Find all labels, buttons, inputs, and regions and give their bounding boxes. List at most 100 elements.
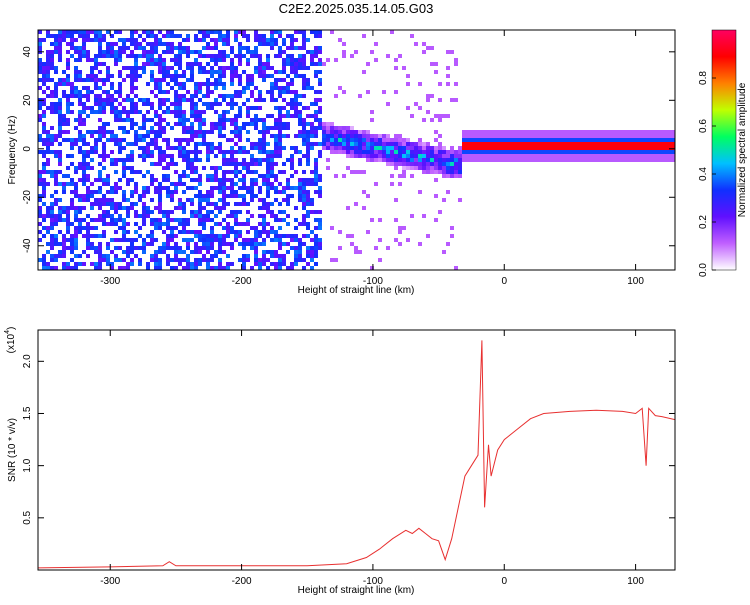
spectrogram-cell xyxy=(150,198,154,202)
spectrogram-cell xyxy=(238,130,242,134)
spectrogram-cell xyxy=(162,166,166,170)
spectrogram-cell xyxy=(70,190,74,194)
spectrogram-cell xyxy=(174,78,178,82)
spectrogram-cell xyxy=(342,150,346,154)
spectrogram-cell xyxy=(42,82,46,86)
spectrogram-cell xyxy=(122,46,126,50)
spectrogram-cell xyxy=(274,174,278,178)
spectrogram-cell xyxy=(602,154,606,158)
spectrogram-cell xyxy=(94,218,98,222)
spectrogram-cell xyxy=(82,178,86,182)
spectrogram-cell xyxy=(310,102,314,106)
spectrogram-cell xyxy=(270,214,274,218)
spectrogram-cell xyxy=(438,166,442,170)
spectrogram-cell xyxy=(626,158,630,162)
spectrogram-cell xyxy=(58,130,62,134)
spectrogram-cell xyxy=(122,230,126,234)
spectrogram-cell xyxy=(206,130,210,134)
spectrogram-cell xyxy=(102,98,106,102)
spectrogram-cell xyxy=(298,134,302,138)
spectrogram-cell xyxy=(42,150,46,154)
spectrogram-cell xyxy=(82,218,86,222)
spectrogram-cell xyxy=(314,134,318,138)
spectrogram-cell xyxy=(106,210,110,214)
spectrogram-cell xyxy=(606,134,610,138)
spectrogram-cell xyxy=(190,102,194,106)
spectrogram-cell xyxy=(98,174,102,178)
spectrogram-cell xyxy=(202,122,206,126)
spectrogram-cell xyxy=(54,234,58,238)
spectrogram-cell xyxy=(326,158,330,162)
spectrogram-cell xyxy=(166,214,170,218)
spectrogram-cell xyxy=(254,46,258,50)
spectrogram-cell xyxy=(70,258,74,262)
spectrogram-cell xyxy=(274,190,278,194)
spectrogram-cell xyxy=(314,246,318,250)
spectrogram-cell xyxy=(658,150,662,154)
spectrogram-cell xyxy=(182,190,186,194)
spectrogram-cell xyxy=(338,126,342,130)
spectrogram-cell xyxy=(98,198,102,202)
spectrogram-cell xyxy=(274,266,278,270)
spectrogram-cell xyxy=(438,114,442,118)
spectrogram-cell xyxy=(118,38,122,42)
spectrogram-cell xyxy=(70,234,74,238)
spectrogram-cell xyxy=(246,98,250,102)
spectrogram-cell xyxy=(74,218,78,222)
spectrogram-cell xyxy=(282,42,286,46)
spectrogram-cell xyxy=(78,198,82,202)
spectrogram-cell xyxy=(274,214,278,218)
spectrogram-cell xyxy=(282,58,286,62)
spectrogram-cell xyxy=(142,38,146,42)
spectrogram-cell xyxy=(46,30,50,34)
spectrogram-cell xyxy=(278,242,282,246)
spectrogram-cell xyxy=(274,262,278,266)
spectrogram-cell xyxy=(166,34,170,38)
spectrogram-cell xyxy=(222,194,226,198)
colorbar-tick-label: 0.4 xyxy=(698,167,709,181)
spectrogram-cell xyxy=(190,106,194,110)
spectrogram-cell xyxy=(286,198,290,202)
spectrogram-cell xyxy=(258,214,262,218)
spectrogram-cell xyxy=(314,142,318,146)
spectrogram-cell xyxy=(178,82,182,86)
spectrogram-cell xyxy=(86,58,90,62)
spectrogram-cell xyxy=(154,114,158,118)
spectrogram-cell xyxy=(538,138,542,142)
spectrogram-cell xyxy=(186,174,190,178)
spectrogram-cell xyxy=(598,138,602,142)
spectrogram-cell xyxy=(502,154,506,158)
x-tick-label: -100 xyxy=(363,576,383,587)
spectrogram-cell xyxy=(142,62,146,66)
spectrogram-cell xyxy=(330,226,334,230)
spectrogram-cell xyxy=(402,226,406,230)
spectrogram-cell xyxy=(282,126,286,130)
spectrogram-cell xyxy=(394,238,398,242)
spectrogram-cell xyxy=(414,42,418,46)
spectrogram-cell xyxy=(178,206,182,210)
spectrogram-cell xyxy=(186,142,190,146)
spectrogram-cell xyxy=(306,182,310,186)
spectrogram-cell xyxy=(174,58,178,62)
spectrogram-cell xyxy=(202,142,206,146)
spectrogram-cell xyxy=(294,62,298,66)
spectrogram-cell xyxy=(230,162,234,166)
spectrogram-cell xyxy=(122,234,126,238)
spectrogram-cell xyxy=(158,182,162,186)
spectrogram-cell xyxy=(130,190,134,194)
spectrogram-cell xyxy=(170,258,174,262)
spectrogram-cell xyxy=(454,166,458,170)
spectrogram-cell xyxy=(302,222,306,226)
spectrogram-cell xyxy=(314,90,318,94)
spectrogram-cell xyxy=(86,142,90,146)
spectrogram-cell xyxy=(302,214,306,218)
spectrogram-cell xyxy=(630,146,634,150)
spectrogram-cell xyxy=(162,74,166,78)
spectrogram-cell xyxy=(122,50,126,54)
spectrogram-cell xyxy=(242,178,246,182)
spectrogram-cell xyxy=(138,170,142,174)
spectrogram-cell xyxy=(230,186,234,190)
spectrogram-cell xyxy=(310,86,314,90)
spectrogram-cell xyxy=(226,138,230,142)
spectrogram-cell xyxy=(166,122,170,126)
